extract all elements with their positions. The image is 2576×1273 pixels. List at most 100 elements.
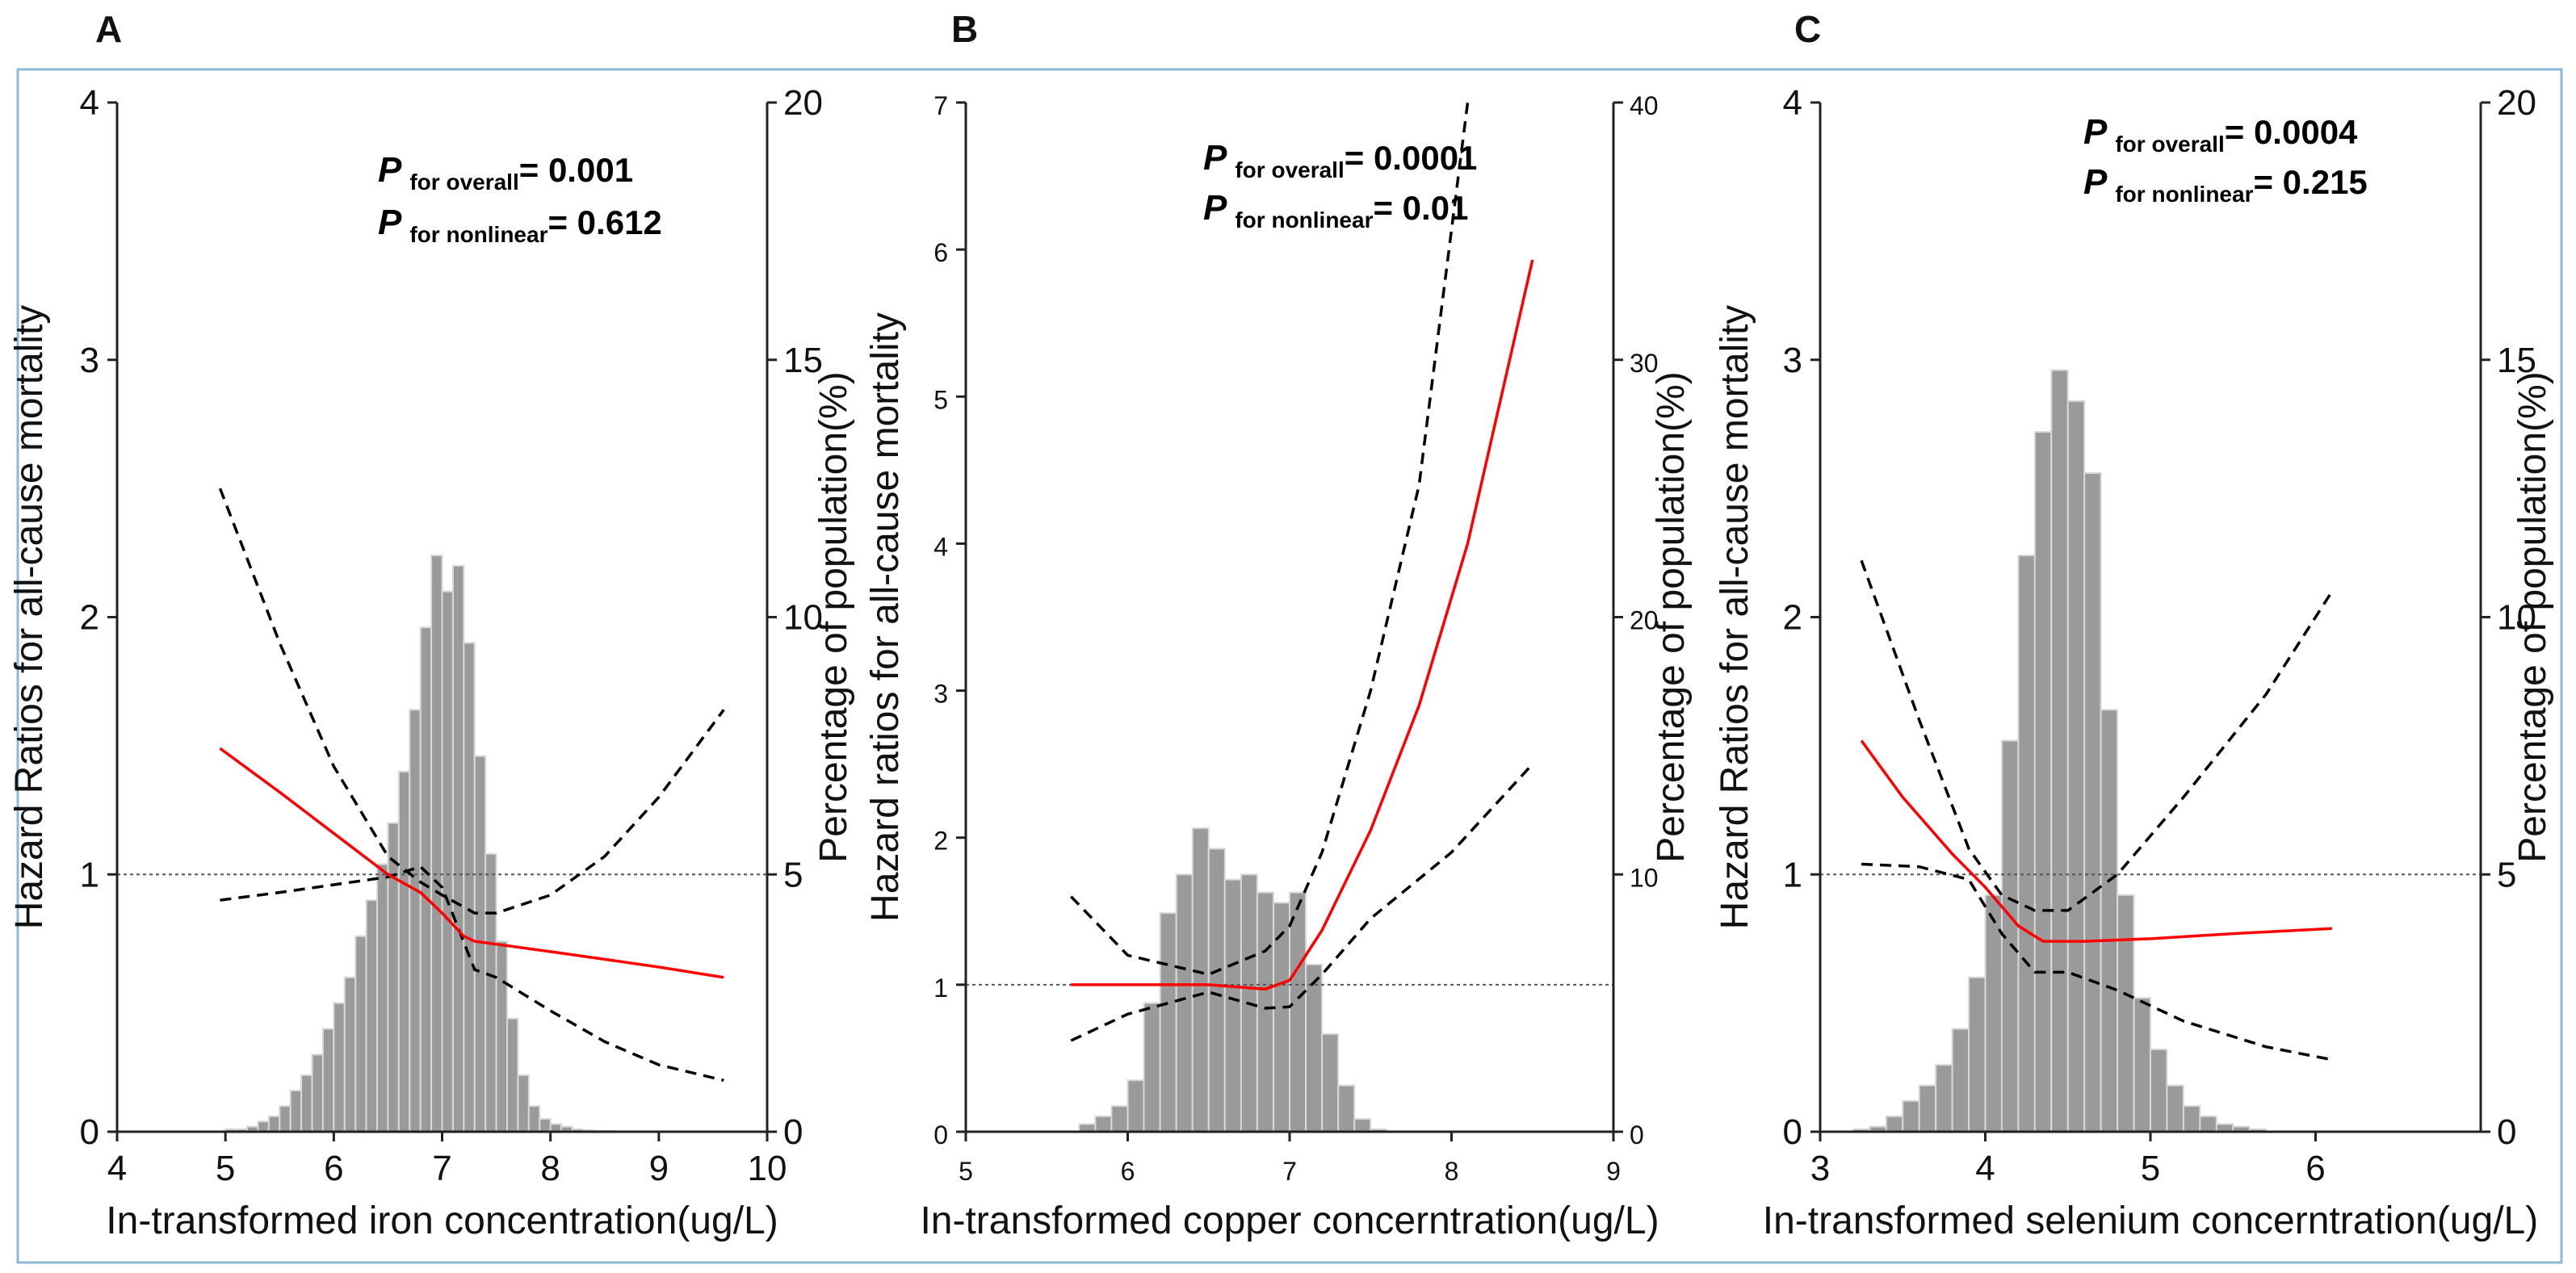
histogram-bar <box>289 1090 303 1133</box>
histogram-bar <box>279 1105 292 1133</box>
histogram-bar <box>463 642 476 1133</box>
histogram-bar <box>2050 369 2069 1133</box>
histogram-bar <box>1126 1079 1145 1133</box>
x-tick-label: 10 <box>748 1149 787 1188</box>
panel-b: B 0 1 2 3 4 5 6 7 0 10 20 30 40 5 6 7 8 9 Hazard ratios for… <box>864 8 1693 1242</box>
right-tick-label: 20 <box>783 83 823 123</box>
histogram-bar <box>1256 891 1274 1133</box>
right-tick-label: 20 <box>1630 606 1659 635</box>
left-tick-label: 7 <box>933 91 948 120</box>
right-tick-label: 30 <box>1630 349 1659 378</box>
left-tick-label: 1 <box>80 855 99 894</box>
histogram-bar <box>300 1074 313 1133</box>
right-tick-label: 40 <box>1630 91 1659 120</box>
histogram-bar <box>2150 1049 2168 1133</box>
right-tick-label: 10 <box>1630 863 1659 892</box>
x-tick-label: 6 <box>2305 1149 2325 1188</box>
ci-upper-line <box>1860 559 2334 912</box>
left-tick-label: 4 <box>1783 83 1802 123</box>
left-tick-label: 0 <box>933 1120 948 1149</box>
x-tick-label: 6 <box>1121 1157 1135 1186</box>
left-tick-label: 5 <box>933 385 948 414</box>
histogram-bar <box>1223 878 1242 1133</box>
x-axis-title: In-transformed selenium concerntration(u… <box>1763 1200 2538 1242</box>
left-tick-label: 2 <box>1783 598 1802 638</box>
left-tick-label: 3 <box>1783 341 1802 380</box>
x-axis-title: In-transformed iron concentration(ug/L) <box>106 1200 778 1242</box>
right-tick-label: 0 <box>2497 1112 2516 1152</box>
histogram-bar <box>1305 963 1324 1133</box>
histogram-bar <box>2100 709 2119 1133</box>
x-tick-label: 4 <box>107 1149 127 1188</box>
ci-upper-line <box>1070 102 1470 976</box>
histogram-bar <box>343 976 357 1133</box>
histogram-bar <box>485 852 497 1133</box>
histogram-bar <box>517 1074 530 1133</box>
p-overall-subscript: for overall <box>1235 157 1344 182</box>
histogram-bar <box>387 822 400 1133</box>
p-nonlinear-symbol: P <box>1203 188 1227 228</box>
left-axis-title: Hazard Ratios for all-cause mortality <box>1714 305 1756 930</box>
left-tick-label: 4 <box>80 83 99 123</box>
panel-letter: A <box>95 8 122 50</box>
histogram-bar <box>409 709 422 1133</box>
p-nonlinear-value: = 0.215 <box>2253 163 2367 201</box>
ci-lower-line <box>1861 862 2333 1062</box>
histogram-bar <box>311 1053 324 1133</box>
histogram-bar <box>2182 1105 2201 1133</box>
histogram-bar <box>2017 555 2036 1133</box>
histogram-bar <box>397 770 411 1133</box>
left-tick-label: 3 <box>933 680 948 709</box>
left-tick-label: 1 <box>933 974 948 1003</box>
histogram-bar <box>376 863 389 1133</box>
histogram-bar <box>1159 912 1177 1133</box>
right-tick-label: 5 <box>783 855 803 894</box>
histogram-bar <box>2117 894 2135 1133</box>
histogram-bar <box>539 1118 552 1133</box>
hazard-ratio-line <box>219 747 724 979</box>
right-tick-label: 10 <box>2497 598 2536 638</box>
p-nonlinear-symbol: P <box>378 203 402 242</box>
left-tick-label: 1 <box>1783 855 1802 894</box>
histogram-bar <box>1935 1064 1953 1133</box>
x-tick-label: 8 <box>540 1149 560 1188</box>
histogram-bar <box>441 590 454 1133</box>
x-tick-label: 6 <box>324 1149 343 1188</box>
left-tick-label: 3 <box>80 341 99 380</box>
p-nonlinear-subscript: for nonlinear <box>2115 182 2253 207</box>
histogram-bar <box>257 1120 270 1133</box>
left-axis-title: Hazard Ratios for all-cause mortality <box>8 305 51 930</box>
left-tick-label: 2 <box>80 598 99 638</box>
x-tick-label: 7 <box>1282 1157 1297 1186</box>
left-tick-label: 2 <box>933 827 948 856</box>
x-tick-label: 5 <box>2141 1149 2160 1188</box>
left-axis-title: Hazard ratios for all-cause mortality <box>864 312 907 922</box>
histogram-bar <box>419 626 433 1133</box>
histogram-bar <box>355 935 367 1133</box>
histogram-bar <box>1951 1028 1970 1133</box>
right-tick-label: 20 <box>2497 83 2536 123</box>
histogram-bar <box>2133 997 2152 1133</box>
histogram-bar <box>2166 1084 2184 1133</box>
histogram-bar <box>1143 1002 1161 1133</box>
histogram-bar <box>451 564 465 1133</box>
figure-frame <box>16 68 2563 1264</box>
histogram-bar <box>2083 472 2102 1133</box>
histogram-bar <box>365 899 379 1133</box>
x-tick-label: 8 <box>1445 1157 1459 1186</box>
left-tick-label: 4 <box>933 532 948 561</box>
right-axis-title: Percentage of population(%) <box>1650 371 1693 862</box>
x-tick-label: 5 <box>959 1157 973 1186</box>
histogram-bar <box>267 1115 281 1133</box>
histogram-bar <box>1968 976 1987 1133</box>
p-nonlinear-symbol: P <box>2083 162 2108 202</box>
right-axis-title: Percentage of population(%) <box>2511 371 2554 862</box>
histogram-bar <box>1175 873 1194 1133</box>
histogram-bar <box>2033 431 2053 1133</box>
histogram-bar <box>1110 1105 1129 1133</box>
